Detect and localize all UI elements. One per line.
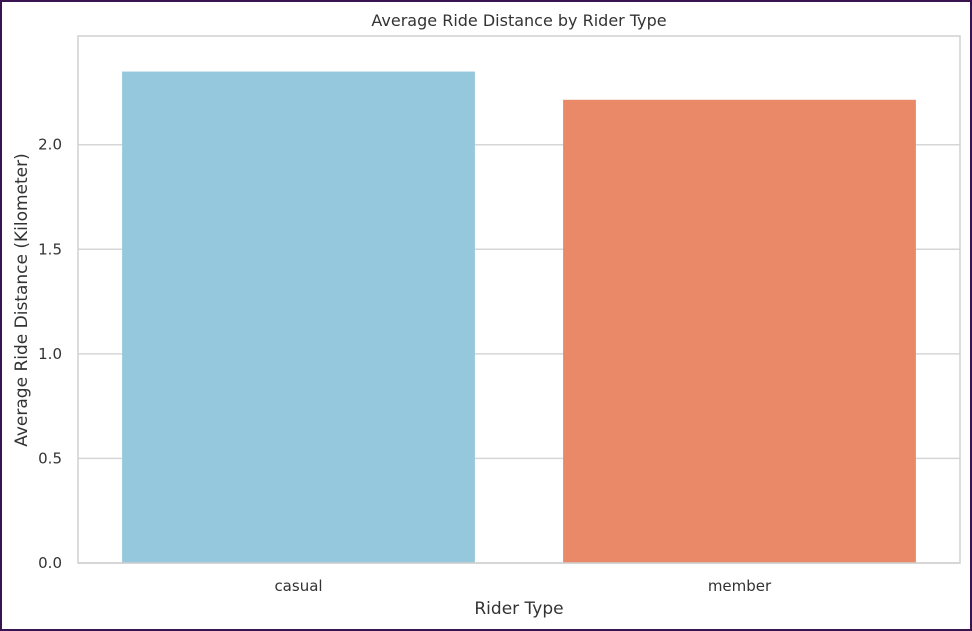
- x-tick-label-casual: casual: [274, 577, 322, 595]
- x-tick-label-member: member: [708, 577, 772, 595]
- y-tick-label: 0.5: [38, 449, 62, 467]
- x-axis-title: Rider Type: [474, 599, 563, 619]
- plot-area-border: [77, 35, 961, 564]
- chart-title: Average Ride Distance by Rider Type: [371, 11, 666, 30]
- y-tick-labels: 0.0 0.5 1.0 1.5 2.0: [38, 136, 62, 572]
- y-tick-label: 0.0: [38, 554, 62, 572]
- y-axis-title: Average Ride Distance (Kilometer): [12, 153, 32, 447]
- y-tick-label: 1.5: [38, 240, 62, 258]
- bar-casual: [122, 71, 475, 564]
- bars: [122, 71, 916, 564]
- x-tick-labels: casual member: [274, 577, 772, 595]
- y-tick-label: 2.0: [38, 136, 62, 154]
- y-tick-label: 1.0: [38, 345, 62, 363]
- bar-member: [563, 99, 916, 564]
